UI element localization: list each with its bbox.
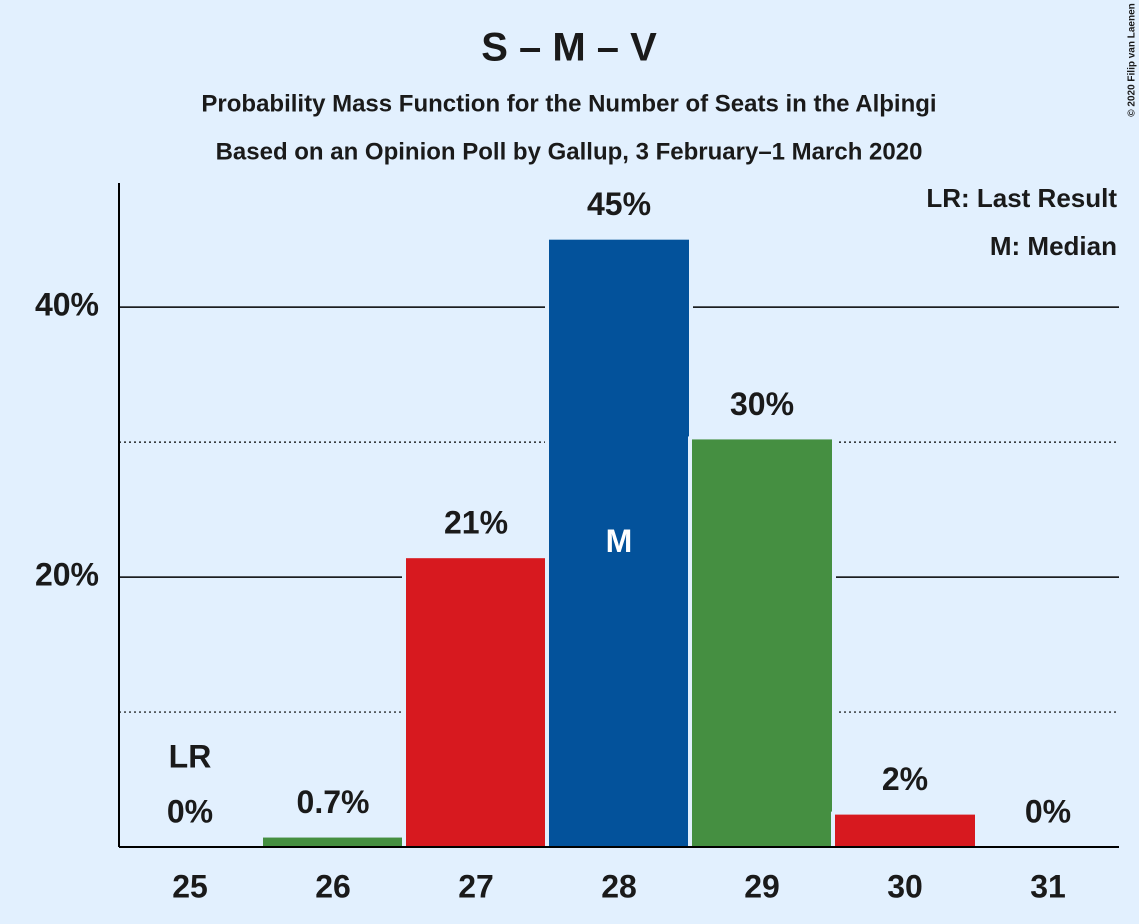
value-label: 0% xyxy=(1025,793,1071,829)
x-tick-label: 26 xyxy=(315,868,351,904)
bar xyxy=(835,814,975,847)
median-label: M xyxy=(606,523,633,559)
legend-entry: M: Median xyxy=(990,231,1117,261)
copyright: © 2020 Filip van Laenen xyxy=(1127,3,1138,117)
x-tick-label: 28 xyxy=(601,868,637,904)
y-tick-label: 20% xyxy=(35,557,99,593)
bar xyxy=(549,239,689,847)
x-tick-label: 29 xyxy=(744,868,780,904)
bar xyxy=(692,439,832,847)
value-label: 21% xyxy=(444,505,508,541)
legend-entry: LR: Last Result xyxy=(926,183,1117,213)
last-result-label: LR xyxy=(169,738,212,774)
x-tick-label: 25 xyxy=(172,868,208,904)
value-label: 0.7% xyxy=(297,784,370,820)
chart-subtitle: Based on an Opinion Poll by Gallup, 3 Fe… xyxy=(216,138,923,165)
value-label: 45% xyxy=(587,186,651,222)
x-tick-label: 27 xyxy=(458,868,494,904)
value-label: 30% xyxy=(730,386,794,422)
chart-title: S – M – V xyxy=(481,26,657,70)
y-tick-label: 40% xyxy=(35,287,99,323)
bar xyxy=(406,558,546,847)
x-tick-label: 30 xyxy=(887,868,923,904)
value-label: 2% xyxy=(882,761,928,797)
bar xyxy=(263,837,403,847)
value-label: 0% xyxy=(167,793,213,829)
x-tick-label: 31 xyxy=(1030,868,1066,904)
chart-subtitle: Probability Mass Function for the Number… xyxy=(201,90,936,117)
